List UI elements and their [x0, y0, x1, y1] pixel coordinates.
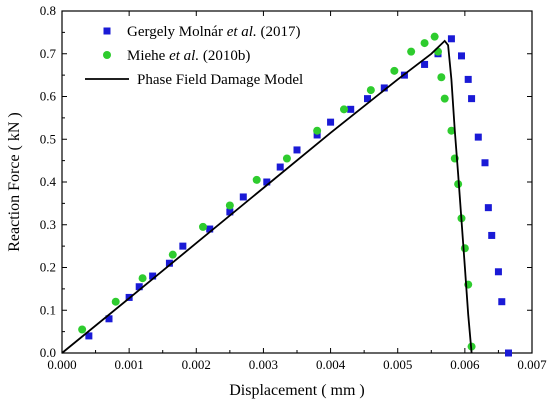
data-point-square: [464, 75, 472, 83]
data-point-square: [263, 178, 271, 186]
data-point-square: [226, 208, 234, 216]
data-point-square: [481, 159, 489, 167]
legend-item: Gergely Molnár et al. (2017): [103, 24, 300, 40]
data-point-circle: [407, 47, 416, 56]
y-tick-label: 0.3: [40, 217, 56, 232]
y-tick-label: 0.0: [40, 345, 56, 360]
data-point-circle: [440, 94, 449, 103]
data-point-square: [494, 268, 502, 276]
data-point-square: [447, 35, 455, 43]
y-axis: 0.0 0.1 0.2 0.3 0.4 0.5 0.6 0.7 0.8: [40, 3, 532, 360]
data-point-circle: [340, 105, 348, 114]
data-point-circle: [390, 66, 399, 75]
x-tick-label: 0.003: [249, 357, 278, 372]
plot-area: [61, 32, 512, 357]
data-point-square: [421, 60, 429, 68]
y-tick-label: 0.6: [40, 89, 57, 104]
data-point-square: [105, 315, 113, 323]
data-point-circle: [282, 154, 291, 163]
data-point-circle: [447, 126, 456, 135]
y-tick-label: 0.1: [40, 302, 56, 317]
y-axis-title: Reaction Force ( kN ): [6, 112, 23, 252]
data-point-circle: [168, 250, 177, 259]
legend-label: Miehe et al. (2010b): [127, 48, 250, 64]
legend-marker-circle: [103, 51, 111, 59]
data-point-square: [505, 349, 512, 357]
data-point-circle: [138, 274, 147, 283]
x-tick-label: 0.004: [316, 357, 346, 372]
y-tick-label: 0.8: [40, 3, 56, 18]
data-point-square: [135, 283, 143, 291]
legend-item: Miehe et al. (2010b): [103, 48, 250, 64]
legend-label: Phase Field Damage Model: [137, 72, 303, 88]
data-point-square: [380, 84, 388, 92]
data-point-square: [484, 204, 492, 212]
x-tick-label: 0.002: [182, 357, 211, 372]
data-point-circle: [430, 32, 439, 41]
legend-item: Phase Field Damage Model: [85, 72, 303, 88]
data-point-square: [276, 163, 284, 171]
x-tick-label: 0.007: [517, 357, 547, 372]
data-point-circle: [313, 126, 322, 135]
data-point-square: [458, 52, 465, 60]
data-point-circle: [78, 325, 87, 334]
data-point-square: [327, 118, 335, 126]
y-tick-label: 0.4: [40, 174, 57, 189]
data-point-square: [165, 259, 173, 267]
data-point-circle: [199, 222, 207, 231]
data-point-square: [488, 231, 496, 239]
data-point-square: [149, 272, 157, 280]
legend-marker-square: [103, 27, 111, 35]
data-point-circle: [366, 86, 375, 95]
data-point-circle: [225, 201, 234, 210]
data-point-circle: [420, 39, 429, 48]
data-point-square: [474, 133, 482, 141]
data-point-square: [239, 193, 247, 201]
x-tick-label: 0.000: [47, 357, 76, 372]
legend-label: Gergely Molnár et al. (2017): [127, 24, 300, 40]
series-line: [61, 39, 473, 354]
data-point-square: [206, 225, 214, 233]
x-axis: 0.000 0.001 0.002 0.003 0.004 0.005 0.006 0.007: [47, 11, 547, 372]
data-point-square: [179, 242, 187, 250]
y-tick-label: 0.5: [40, 131, 56, 146]
x-tick-label: 0.001: [115, 357, 144, 372]
x-tick-label: 0.005: [383, 357, 412, 372]
data-point-square: [85, 332, 93, 340]
x-tick-label: 0.006: [450, 357, 480, 372]
data-point-square: [468, 95, 476, 103]
data-point-square: [347, 105, 355, 113]
data-point-circle: [252, 175, 261, 184]
legend: Gergely Molnár et al. (2017) Miehe et al.…: [85, 24, 303, 88]
phase-field-line: [61, 39, 473, 354]
y-tick-label: 0.2: [40, 260, 56, 275]
data-point-circle: [460, 244, 469, 253]
data-point-square: [313, 131, 321, 139]
data-point-square: [498, 298, 506, 306]
data-point-circle: [437, 73, 446, 82]
data-point-circle: [111, 297, 120, 306]
x-axis-title: Displacement ( mm ): [229, 382, 365, 399]
data-point-square: [293, 146, 301, 154]
y-tick-label: 0.7: [40, 46, 57, 61]
data-point-square: [364, 95, 371, 103]
